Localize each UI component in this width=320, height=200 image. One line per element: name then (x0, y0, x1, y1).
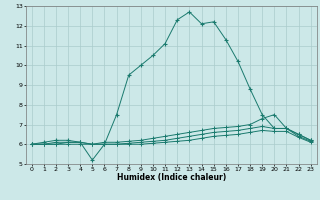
X-axis label: Humidex (Indice chaleur): Humidex (Indice chaleur) (116, 173, 226, 182)
